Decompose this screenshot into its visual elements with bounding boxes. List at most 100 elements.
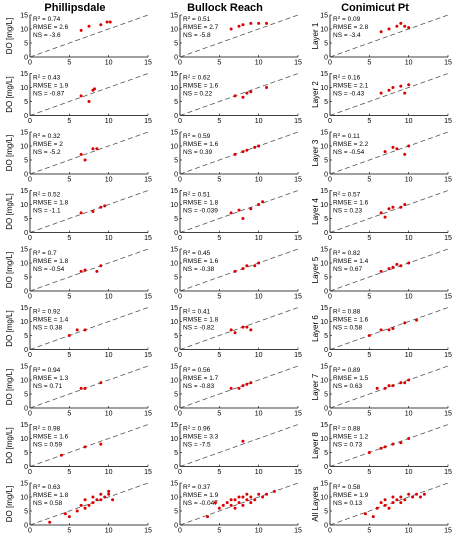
- y-tick-label: 15: [20, 481, 28, 488]
- x-tick-label: 15: [144, 528, 152, 535]
- data-point: [415, 318, 419, 322]
- one-to-one-line: [179, 131, 299, 175]
- data-point: [95, 147, 99, 151]
- y-tick-label: 15: [20, 71, 28, 78]
- data-point: [399, 205, 403, 209]
- x-tick-label: 10: [255, 469, 263, 476]
- data-point: [206, 515, 210, 519]
- y-tick-label: 5: [324, 392, 328, 399]
- data-point: [391, 327, 395, 330]
- y-tick-label: 5: [24, 216, 28, 223]
- x-tick-label: 0: [28, 352, 32, 359]
- data-point: [241, 217, 245, 220]
- ns-stat: NS = -5.2: [33, 149, 61, 156]
- data-point: [79, 386, 83, 390]
- rmse-stat: RMSE = 1.6: [333, 200, 369, 207]
- data-point: [257, 144, 261, 148]
- y-axis-label: DO [mg/L]: [5, 135, 14, 171]
- x-tick-label: 10: [405, 528, 413, 535]
- y-tick-label: 15: [320, 130, 328, 137]
- ns-stat: NS = -0.039: [183, 208, 218, 215]
- x-tick-label: 5: [67, 469, 71, 476]
- x-tick-label: 10: [105, 352, 113, 359]
- ns-stat: NS = 0.59: [33, 442, 62, 449]
- x-tick-label: 5: [67, 528, 71, 535]
- data-point: [375, 386, 379, 390]
- y-tick-label: 10: [170, 436, 178, 443]
- data-point: [399, 441, 403, 445]
- data-point: [237, 24, 241, 28]
- y-axis-label: DO [mg/L]: [5, 486, 14, 522]
- x-tick-label: 15: [444, 469, 452, 476]
- rmse-stat: RMSE = 1.4: [33, 317, 69, 324]
- layer-label: All Layers: [311, 486, 320, 521]
- x-tick-label: 5: [217, 118, 221, 125]
- y-axis-label: DO [mg/L]: [5, 18, 14, 54]
- data-point: [83, 445, 87, 449]
- x-tick-label: 10: [405, 60, 413, 67]
- column-title: Phillipsdale: [44, 2, 105, 14]
- y-tick-label: 15: [170, 422, 178, 429]
- y-tick-label: 5: [324, 450, 328, 457]
- y-tick-label: 5: [324, 99, 328, 106]
- data-point: [225, 501, 229, 505]
- data-point: [217, 506, 221, 510]
- r2-stat: R2 = 0.82: [333, 249, 361, 257]
- data-point: [241, 267, 245, 271]
- ns-stat: NS = -0.83: [183, 383, 215, 390]
- y-tick-label: 5: [24, 275, 28, 282]
- r2-stat: R2 = 0.94: [33, 366, 61, 374]
- y-tick-label: 0: [24, 230, 28, 237]
- data-point: [249, 328, 253, 332]
- data-point: [407, 26, 411, 30]
- x-tick-label: 10: [105, 469, 113, 476]
- x-tick-label: 15: [144, 60, 152, 67]
- data-point: [261, 495, 265, 499]
- y-tick-label: 5: [24, 99, 28, 106]
- y-tick-label: 15: [170, 364, 178, 371]
- x-tick-label: 10: [255, 352, 263, 359]
- x-tick-label: 15: [444, 528, 452, 535]
- y-tick-label: 10: [320, 319, 328, 326]
- one-to-one-line: [329, 131, 449, 175]
- ns-stat: NS = 0.38: [33, 325, 62, 332]
- data-point: [95, 498, 99, 502]
- x-tick-label: 10: [105, 177, 113, 184]
- y-tick-label: 10: [170, 261, 178, 268]
- data-point: [67, 515, 71, 519]
- data-point: [403, 498, 407, 502]
- data-point: [108, 20, 112, 24]
- x-tick-label: 5: [367, 60, 371, 67]
- data-point: [107, 489, 111, 493]
- y-axis-label: DO [mg/L]: [5, 310, 14, 346]
- data-point: [379, 211, 383, 215]
- data-point: [379, 501, 383, 505]
- data-point: [249, 207, 253, 211]
- data-point: [229, 498, 233, 502]
- r2-stat: R2 = 0.59: [183, 132, 211, 140]
- x-tick-label: 0: [328, 294, 332, 301]
- x-tick-label: 0: [28, 411, 32, 418]
- rmse-stat: RMSE = 1.5: [333, 375, 369, 382]
- y-tick-label: 10: [20, 495, 28, 502]
- r2-stat: R2 = 0.37: [183, 483, 211, 491]
- r2-stat: R2 = 0.16: [333, 74, 361, 82]
- ns-stat: NS = -1.1: [33, 208, 61, 215]
- one-to-one-line: [179, 365, 299, 409]
- rmse-stat: RMSE = 1.6: [183, 258, 219, 265]
- y-tick-label: 10: [20, 85, 28, 92]
- y-tick-label: 0: [324, 289, 328, 296]
- data-point: [233, 506, 237, 510]
- data-point: [383, 498, 387, 502]
- data-point: [387, 328, 391, 332]
- data-point: [265, 86, 269, 89]
